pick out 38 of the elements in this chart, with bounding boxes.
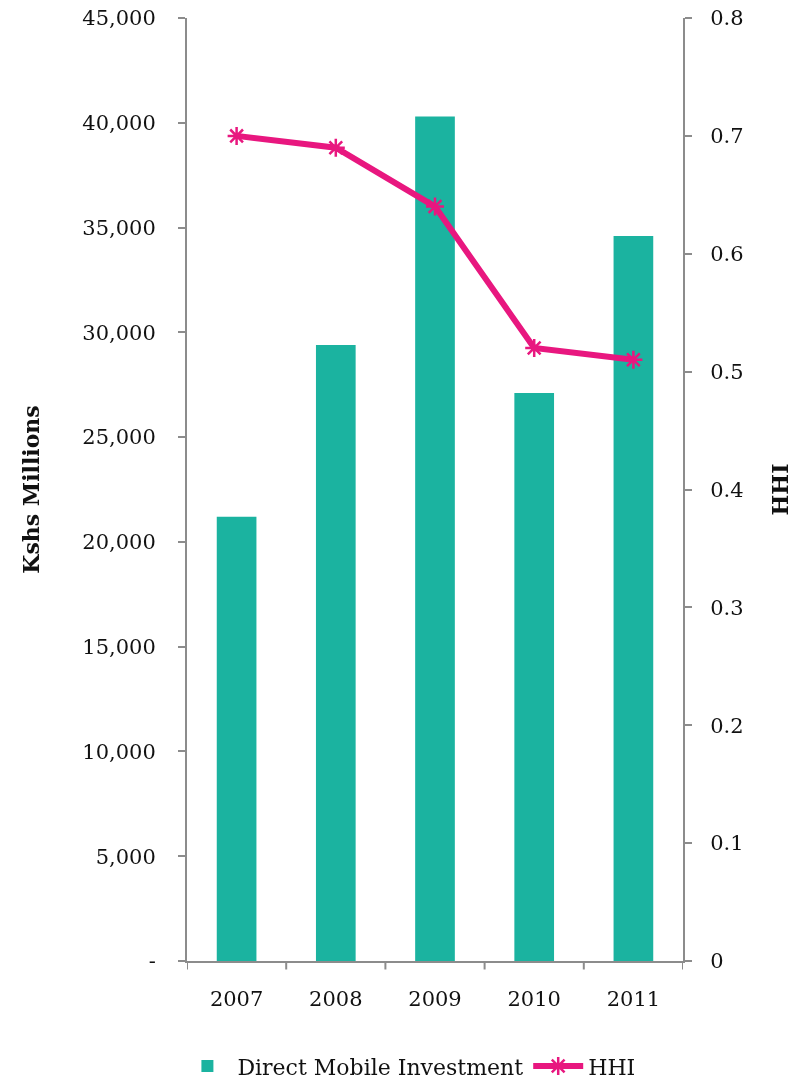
legend-label: HHI [588,1054,636,1078]
y-tick-label: - [148,949,156,974]
y2-tick-label: 0.3 [710,595,744,620]
y-tick-label: 10,000 [82,739,156,764]
point [523,337,545,359]
y2-tick-label: 0.4 [710,477,744,502]
x-tick-label: 2007 [209,987,264,1012]
x-tick-label: 2011 [606,987,661,1012]
y2-tick-label: 0.8 [710,6,744,31]
bar [415,116,455,961]
y2-tick-label: 0.7 [710,124,744,149]
point [424,196,446,217]
y-tick-label: 20,000 [82,530,156,555]
y-tick-label: 35,000 [82,215,156,240]
point [226,125,247,147]
y2-tick-label: 0.2 [710,713,744,738]
y-tick-label: 30,000 [82,320,156,345]
x-tick-label: 2010 [507,987,561,1012]
y-tick-label: 25,000 [82,425,156,450]
bar [613,235,654,961]
y2-tick-label: 0.1 [710,831,744,856]
y-axis-title: Kshs Millions [17,405,44,574]
legend-label: Direct Mobile Investment [237,1054,524,1078]
point [325,137,347,158]
y2-tick-label: 0 [710,949,724,974]
bar [216,516,257,961]
y2-tick-label: 0.5 [710,359,744,384]
y-tick-label: 40,000 [82,111,156,136]
y-tick-label: 45,000 [82,6,156,31]
y2-tick-label: 0.6 [710,242,744,267]
x-tick-label: 2009 [408,987,462,1012]
y-tick-label: 15,000 [82,635,156,660]
y2-axis-title: HHI [767,463,794,516]
bar [315,344,356,961]
bar [514,393,555,961]
point [623,349,644,371]
y-tick-label: 5,000 [95,844,156,869]
x-tick-label: 2008 [309,987,363,1012]
